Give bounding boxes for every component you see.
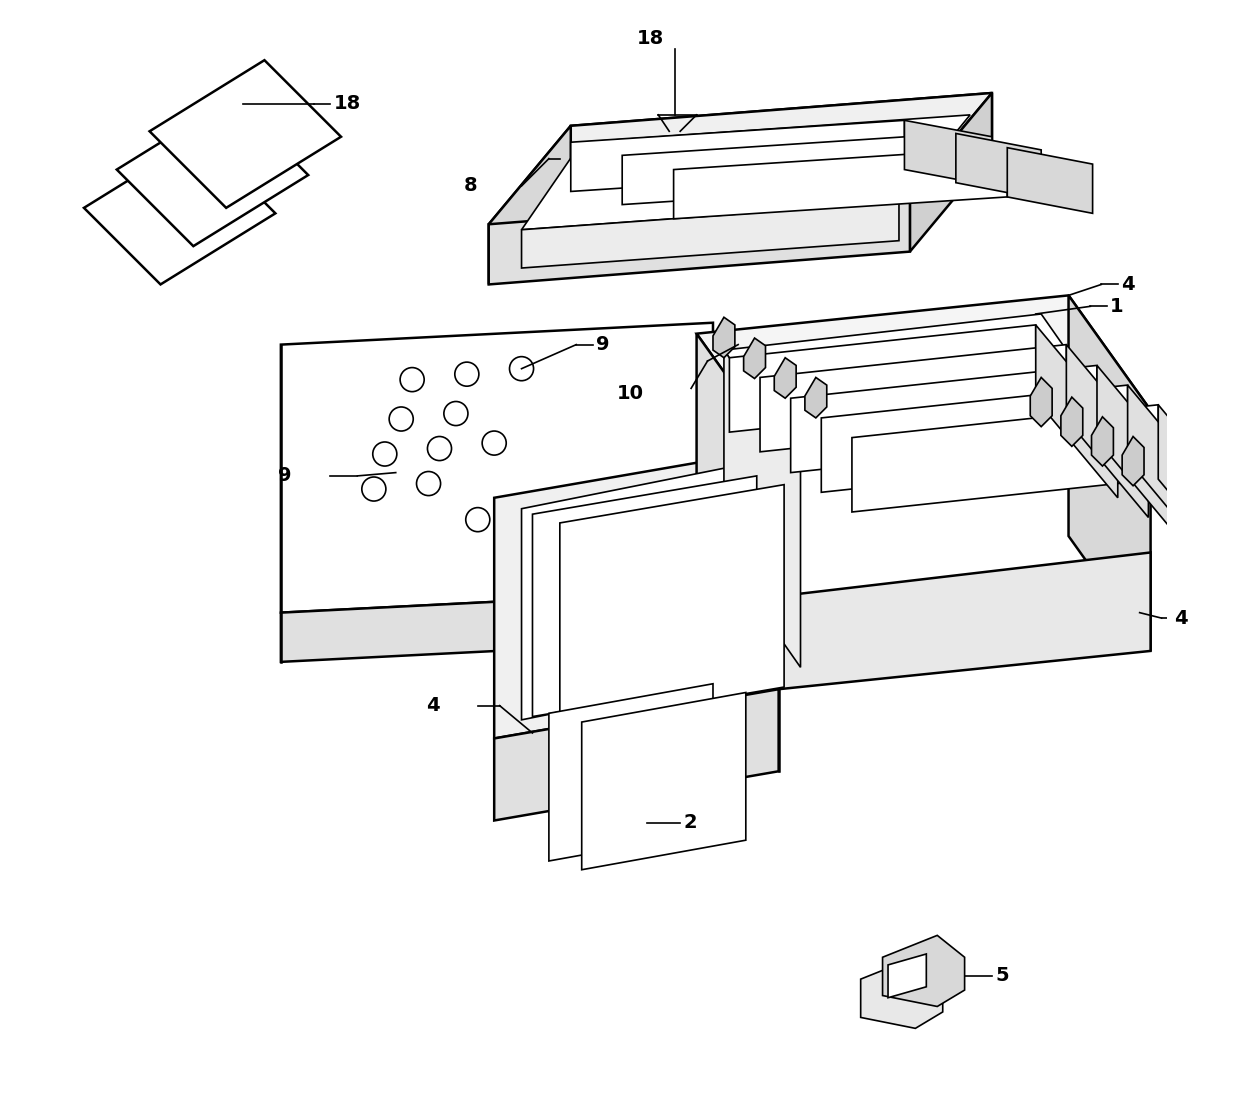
Polygon shape: [697, 295, 1151, 449]
Polygon shape: [888, 954, 926, 998]
Polygon shape: [522, 202, 899, 268]
Polygon shape: [489, 126, 570, 284]
Polygon shape: [697, 334, 779, 689]
Polygon shape: [495, 449, 779, 738]
Polygon shape: [774, 358, 796, 398]
Text: 10: 10: [618, 384, 644, 404]
Polygon shape: [150, 60, 341, 208]
Polygon shape: [821, 385, 1127, 492]
Polygon shape: [1091, 417, 1114, 466]
Polygon shape: [495, 689, 779, 820]
Polygon shape: [559, 485, 784, 725]
Polygon shape: [1035, 325, 1117, 498]
Polygon shape: [910, 93, 992, 252]
Text: 1: 1: [1110, 296, 1123, 316]
Text: 9: 9: [278, 466, 291, 486]
Polygon shape: [522, 462, 756, 720]
Polygon shape: [729, 325, 1035, 432]
Polygon shape: [1030, 377, 1052, 427]
Polygon shape: [1007, 148, 1092, 213]
Polygon shape: [549, 684, 713, 861]
Polygon shape: [522, 115, 970, 230]
Text: 4: 4: [1121, 275, 1135, 294]
Polygon shape: [791, 365, 1097, 473]
Polygon shape: [760, 345, 1066, 452]
Polygon shape: [582, 693, 745, 870]
Polygon shape: [1122, 437, 1145, 486]
Polygon shape: [570, 120, 904, 191]
Polygon shape: [1061, 397, 1083, 446]
Polygon shape: [489, 191, 910, 284]
Polygon shape: [861, 957, 942, 1028]
Text: 4: 4: [425, 696, 439, 715]
Polygon shape: [883, 935, 965, 1006]
Polygon shape: [570, 93, 992, 186]
Text: 5: 5: [996, 966, 1009, 986]
Text: 9: 9: [596, 335, 609, 354]
Polygon shape: [779, 552, 1151, 689]
Polygon shape: [280, 591, 713, 662]
Polygon shape: [1066, 345, 1148, 517]
Polygon shape: [744, 338, 765, 379]
Polygon shape: [1158, 405, 1240, 578]
Text: 2: 2: [683, 813, 697, 833]
Polygon shape: [280, 323, 713, 613]
Polygon shape: [904, 120, 992, 186]
Text: 18: 18: [334, 94, 361, 114]
Polygon shape: [852, 405, 1158, 512]
Polygon shape: [84, 137, 275, 284]
Polygon shape: [622, 133, 956, 205]
Polygon shape: [805, 377, 827, 418]
Polygon shape: [1069, 295, 1151, 651]
Polygon shape: [117, 98, 309, 246]
Text: 18: 18: [636, 28, 663, 48]
Text: 8: 8: [464, 176, 477, 196]
Polygon shape: [489, 93, 992, 224]
Polygon shape: [1097, 365, 1179, 538]
Polygon shape: [673, 148, 1007, 219]
Polygon shape: [724, 314, 1117, 459]
Polygon shape: [713, 317, 735, 358]
Text: 4: 4: [1173, 608, 1187, 628]
Polygon shape: [532, 476, 756, 717]
Polygon shape: [956, 133, 1042, 199]
Polygon shape: [1127, 385, 1210, 558]
Polygon shape: [724, 350, 801, 667]
